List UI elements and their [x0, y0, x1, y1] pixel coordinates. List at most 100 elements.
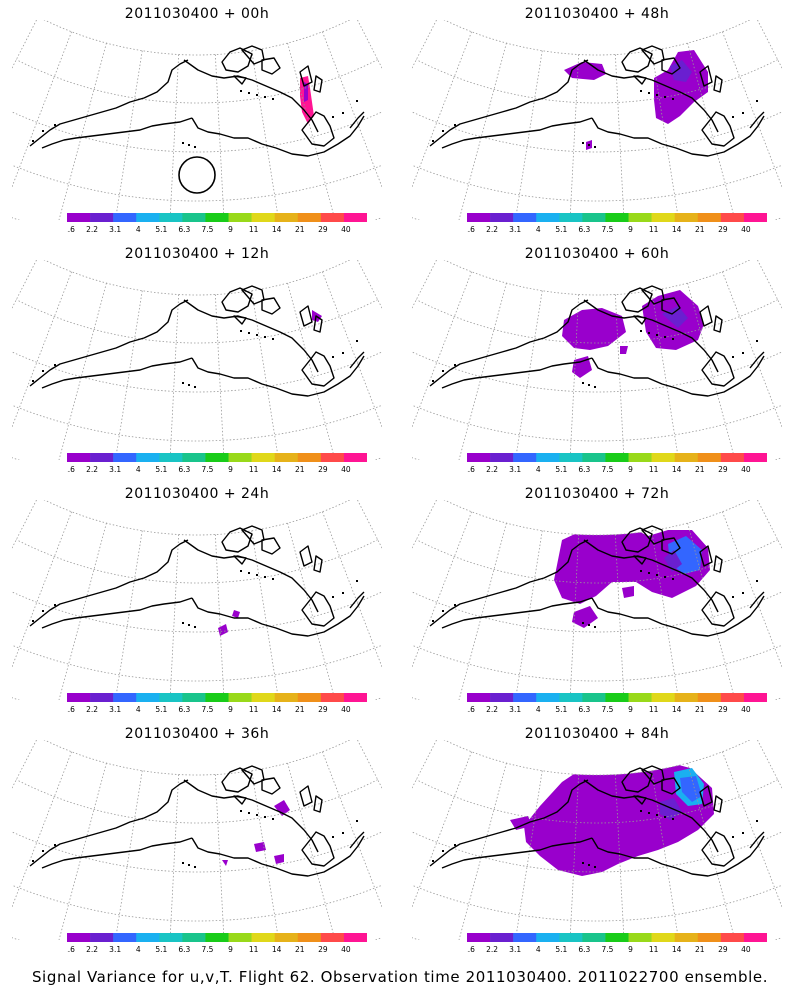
coastline [429, 285, 765, 397]
colorbar-tick-label: 6.3 [178, 465, 190, 473]
colorbar-swatch [205, 693, 229, 702]
colorbar-tick-label: 3.1 [109, 225, 121, 233]
coastline [429, 45, 765, 157]
colorbar-tick-label: 5.1 [155, 225, 167, 233]
coastline [29, 525, 365, 637]
longitude-line [12, 271, 72, 429]
colorbar-tick-label: 29 [718, 705, 728, 713]
latitude-line [412, 404, 782, 442]
colorbar-swatch [536, 453, 560, 462]
variance-region [510, 816, 532, 830]
colorbar-swatch [651, 213, 675, 222]
colorbar-tick-label: 4 [136, 465, 141, 473]
colorbar-swatch [651, 453, 675, 462]
colorbar-swatch [159, 453, 183, 462]
colorbar-swatch [628, 933, 652, 942]
colorbar-tick-label: 3.1 [109, 465, 121, 473]
longitude-line [322, 31, 382, 189]
colorbar-swatch [582, 453, 606, 462]
colorbar-tick-label: 9 [628, 465, 633, 473]
polar-map [12, 260, 382, 460]
colorbar-swatch [720, 693, 745, 702]
colorbar: 1.6 2.2 3.1 4 5.1 6.3 7.5 9 11 14 21 29 40 [67, 453, 367, 473]
longitude-line [515, 530, 543, 700]
longitude-line [614, 54, 625, 220]
colorbar: 1.6 2.2 3.1 4 5.1 6.3 7.5 9 11 14 21 29 40 [467, 213, 767, 233]
colorbar-tick-label: 9 [228, 945, 233, 953]
longitude-line [251, 530, 279, 700]
colorbar-swatch [720, 213, 745, 222]
graticule [12, 740, 382, 940]
colorbar-tick-label: 1.6 [67, 945, 75, 953]
colorbar-tick-label: 3.1 [509, 945, 521, 953]
colorbar-tick-label: 21 [295, 705, 305, 713]
colorbar-tick-label: 5.1 [155, 945, 167, 953]
forecast-panel: 2011030400 + 00h 1.6 2.2 3.1 4 5.1 6.3 7.5 9 11 14… [12, 0, 382, 238]
latitude-line [412, 831, 782, 873]
longitude-line [357, 740, 382, 789]
colorbar-swatch [113, 693, 137, 702]
colorbar-swatch [674, 693, 699, 702]
longitude-line [458, 282, 507, 460]
variance-field [510, 754, 714, 876]
colorbar-tick-label: 3.1 [509, 705, 521, 713]
longitude-line [357, 260, 382, 309]
forecast-panel: 2011030400 + 24h 1.6 2.2 3.1 4 5.1 6.3 7.5 9 11 14… [12, 480, 382, 718]
latitude-line [412, 351, 782, 393]
longitude-line [412, 751, 472, 909]
latitude-line [12, 644, 382, 682]
colorbar-swatch [467, 693, 491, 702]
colorbar-tick-label: 4 [536, 705, 541, 713]
colorbar-swatch [320, 933, 345, 942]
forecast-panel: 2011030400 + 48h 1.6 2.2 3.1 4 5.1 6.3 7.5 9 11 14… [412, 0, 782, 238]
colorbar-swatch [743, 693, 767, 702]
colorbar-swatch [674, 933, 699, 942]
polar-map [412, 740, 782, 940]
colorbar-tick-label: 40 [341, 945, 351, 953]
variance-region [664, 550, 682, 572]
longitude-line [757, 500, 782, 549]
longitude-line [214, 294, 225, 460]
longitude-line [287, 282, 336, 460]
latitude-line [443, 740, 751, 776]
colorbar-tick-label: 5.1 [155, 705, 167, 713]
latitude-line [16, 299, 378, 344]
colorbar-swatch [559, 453, 583, 462]
latitude-line [12, 591, 382, 633]
colorbar: 1.6 2.2 3.1 4 5.1 6.3 7.5 9 11 14 21 29 40 [67, 933, 367, 953]
latitude-line [416, 539, 778, 584]
variance-field [222, 800, 290, 866]
longitude-line [12, 740, 37, 789]
colorbar-swatch [651, 933, 675, 942]
colorbar-swatch [251, 213, 275, 222]
variance-field [300, 76, 314, 124]
colorbar-tick-label: 29 [318, 225, 328, 233]
colorbar-swatch [228, 933, 252, 942]
colorbar-swatch [628, 693, 652, 702]
panel-title: 2011030400 + 60h [524, 246, 670, 262]
colorbar-swatch [67, 933, 91, 942]
longitude-line [115, 530, 143, 700]
panel-title: 2011030400 + 00h [124, 6, 270, 22]
longitude-line [169, 774, 180, 940]
longitude-line [458, 522, 507, 700]
colorbar-tick-label: 3.1 [109, 945, 121, 953]
colorbar-tick-label: 4 [536, 945, 541, 953]
latitude-line [12, 351, 382, 393]
panel-title: 2011030400 + 72h [524, 486, 670, 502]
latitude-line [412, 884, 782, 922]
colorbar-tick-label: 6.3 [578, 465, 590, 473]
forecast-panel: 2011030400 + 12h 1.6 2.2 3.1 4 5.1 6.3 7.5 9 11 14… [12, 240, 382, 478]
colorbar-swatch [674, 453, 699, 462]
colorbar-swatch [159, 933, 183, 942]
colorbar-swatch [697, 213, 722, 222]
colorbar-swatch [605, 693, 629, 702]
longitude-line [412, 260, 437, 309]
colorbar-swatch [674, 213, 699, 222]
observation-circle [178, 156, 216, 194]
longitude-line [58, 762, 107, 940]
variance-region [562, 308, 626, 350]
colorbar-swatch [297, 213, 322, 222]
colorbar-swatch [490, 693, 514, 702]
longitude-line [58, 42, 107, 220]
